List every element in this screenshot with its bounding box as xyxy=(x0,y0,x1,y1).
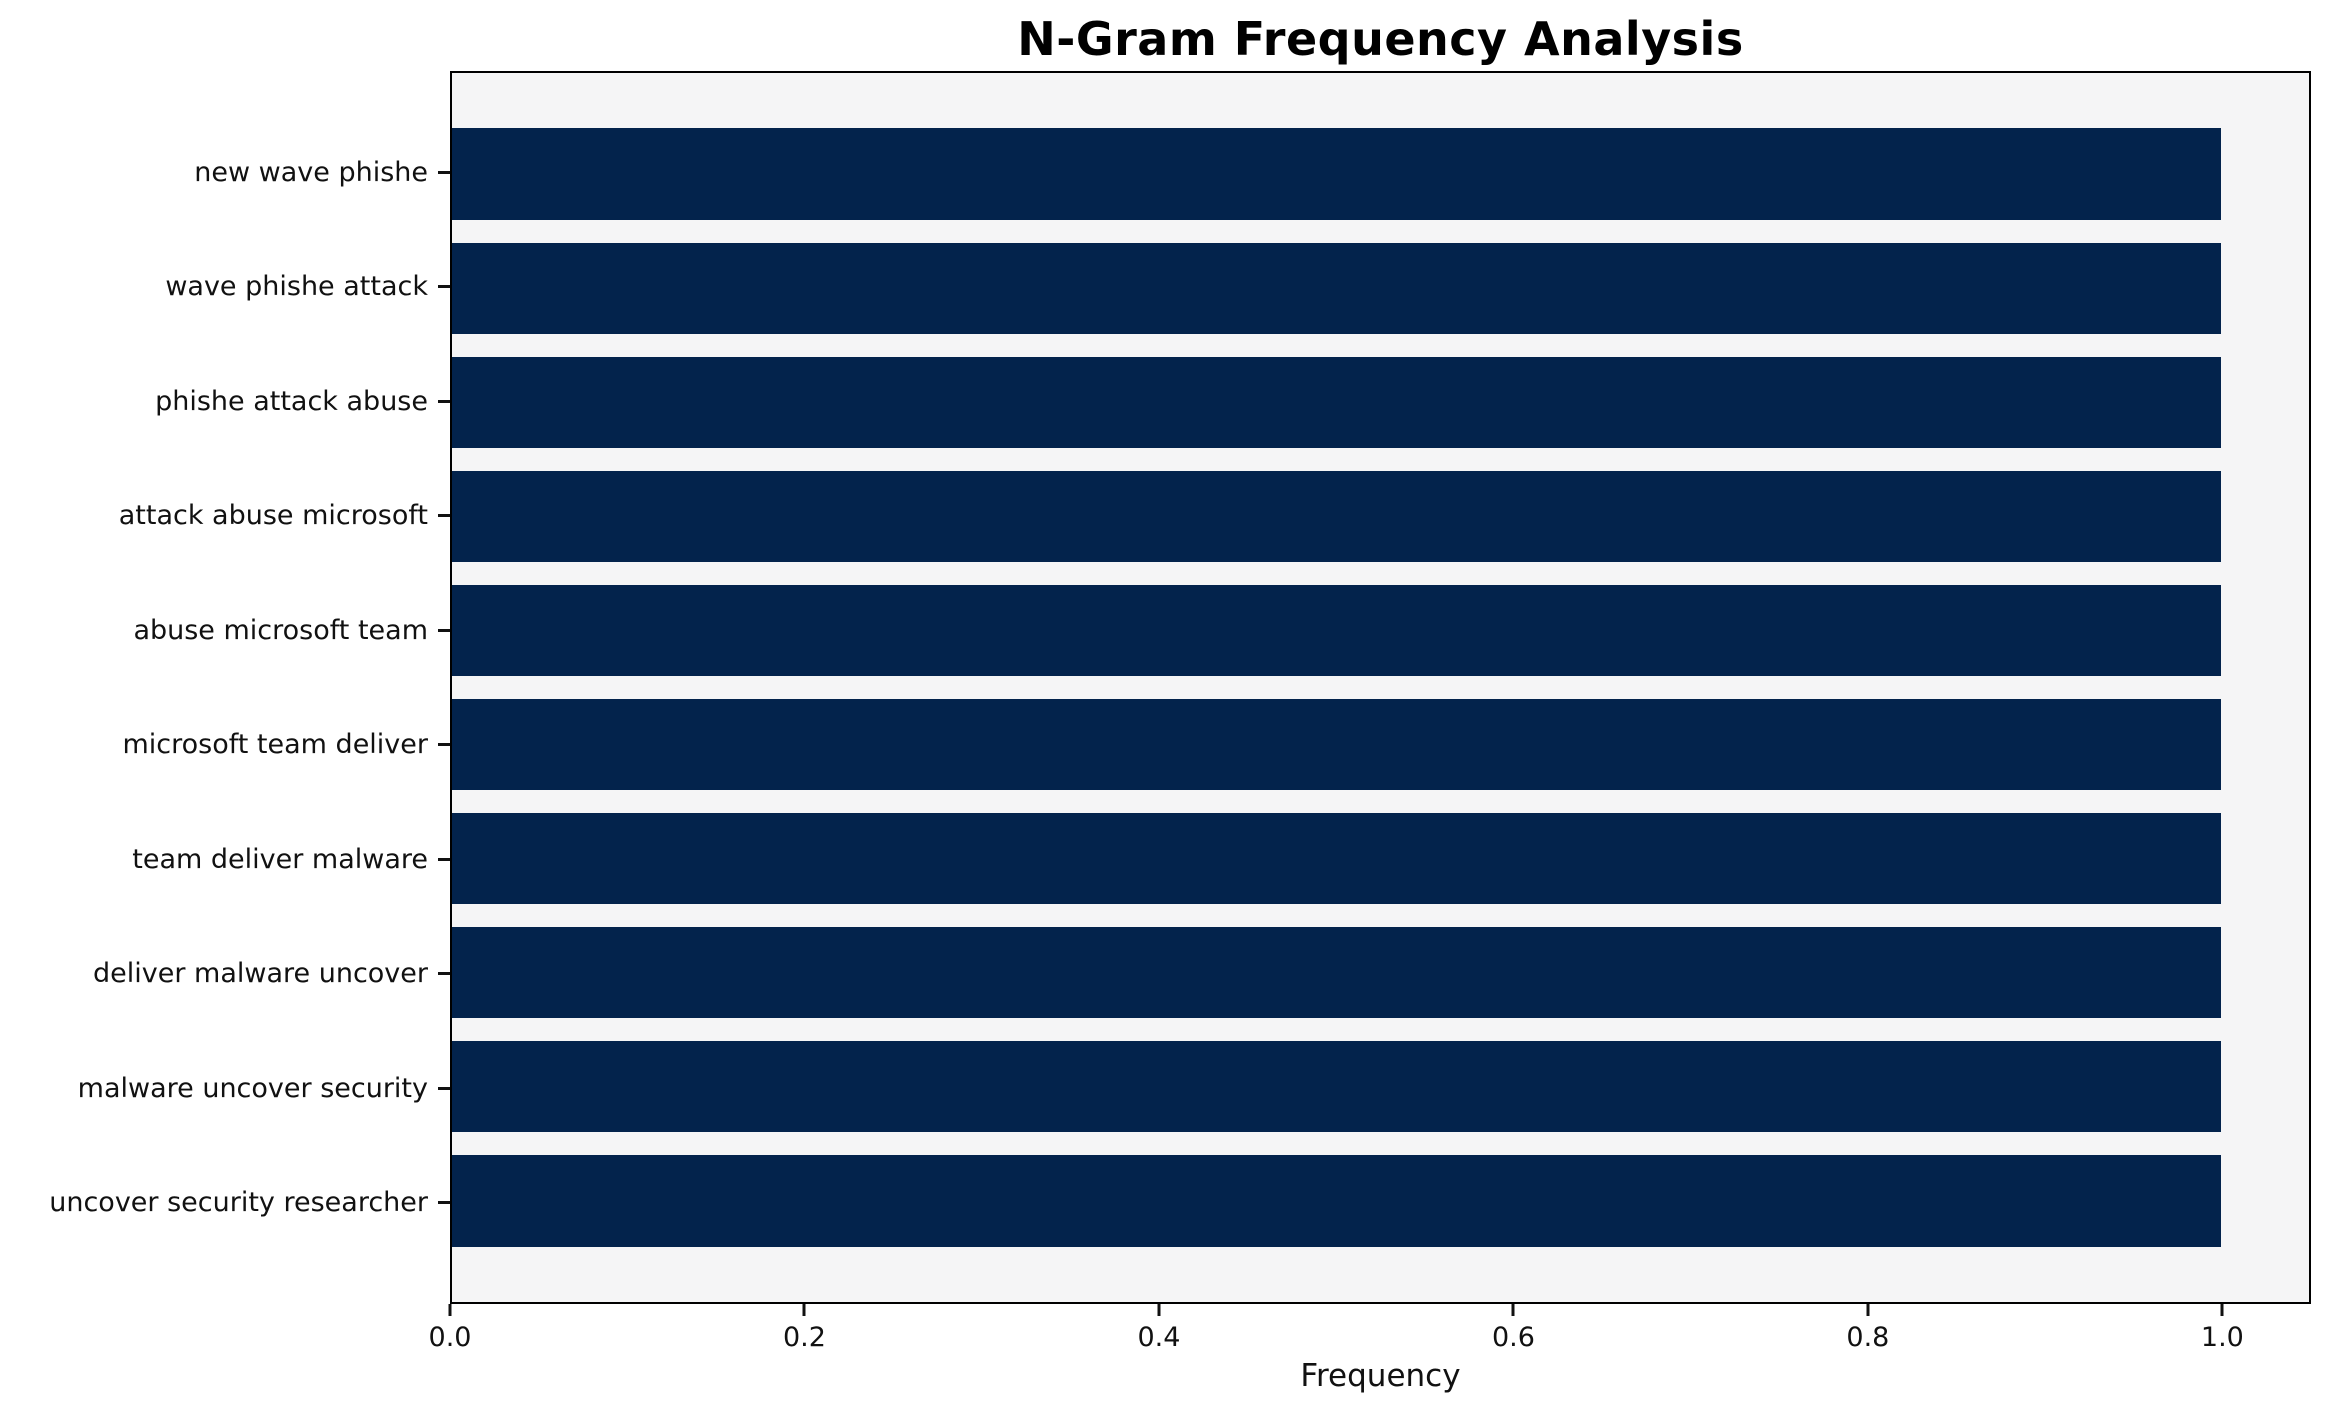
bar xyxy=(452,927,2221,1019)
bar xyxy=(452,128,2221,220)
y-axis-row: microsoft team deliver xyxy=(0,688,450,803)
y-tick xyxy=(438,285,450,289)
x-tick-label: 0.0 xyxy=(428,1322,472,1353)
x-tick xyxy=(802,1304,806,1316)
bar xyxy=(452,356,2221,448)
bar xyxy=(452,470,2221,562)
y-axis-row: phishe attack abuse xyxy=(0,344,450,459)
bar-row xyxy=(452,916,2309,1030)
x-tick-label: 0.8 xyxy=(1846,1322,1890,1353)
bar-row xyxy=(452,117,2309,231)
x-tick-label: 0.6 xyxy=(1491,1322,1535,1353)
x-tick xyxy=(2220,1304,2224,1316)
x-tick-label: 0.2 xyxy=(782,1322,826,1353)
bar xyxy=(452,1155,2221,1247)
bar-row xyxy=(452,802,2309,916)
y-axis: new wave phishe wave phishe attack phish… xyxy=(0,71,450,1304)
bar-row xyxy=(452,687,2309,801)
y-axis-row: abuse microsoft team xyxy=(0,573,450,688)
y-axis-label: uncover security researcher xyxy=(49,1187,428,1219)
y-axis-row: deliver malware uncover xyxy=(0,917,450,1032)
bars-container xyxy=(452,73,2309,1302)
y-axis-label: new wave phishe xyxy=(194,156,428,188)
bar xyxy=(452,242,2221,334)
y-axis-label: phishe attack abuse xyxy=(155,385,428,417)
y-axis-row: attack abuse microsoft xyxy=(0,459,450,574)
y-axis-label: abuse microsoft team xyxy=(133,614,428,646)
x-tick xyxy=(1157,1304,1161,1316)
y-tick xyxy=(438,628,450,632)
y-tick xyxy=(438,514,450,518)
y-axis-row: uncover security researcher xyxy=(0,1146,450,1261)
bar-row xyxy=(452,573,2309,687)
y-axis-row: team deliver malware xyxy=(0,802,450,917)
y-tick xyxy=(438,399,450,403)
x-axis: 0.0 0.2 0.4 0.6 0.8 1.0 xyxy=(429,1304,2311,1414)
plot-area xyxy=(450,71,2311,1304)
y-axis-row: malware uncover security xyxy=(0,1031,450,1146)
bar xyxy=(452,812,2221,905)
x-tick-label: 0.4 xyxy=(1137,1322,1181,1353)
y-tick xyxy=(438,972,450,976)
x-axis-title: Frequency xyxy=(1300,1358,1461,1394)
x-tick-label: 1.0 xyxy=(2200,1322,2244,1353)
bar-row xyxy=(452,1144,2309,1258)
bar-row xyxy=(452,459,2309,573)
y-tick xyxy=(438,743,450,747)
y-axis-row: wave phishe attack xyxy=(0,230,450,345)
bar-row xyxy=(452,1030,2309,1144)
y-axis-label: team deliver malware xyxy=(132,843,428,875)
y-axis-label: microsoft team deliver xyxy=(122,729,428,761)
y-axis-label: malware uncover security xyxy=(77,1072,428,1104)
bar xyxy=(452,698,2221,791)
y-tick xyxy=(438,857,450,861)
y-tick xyxy=(438,170,450,174)
y-tick xyxy=(438,1201,450,1205)
x-tick xyxy=(1511,1304,1515,1316)
bar xyxy=(452,584,2221,677)
x-tick xyxy=(1866,1304,1870,1316)
y-axis-label: wave phishe attack xyxy=(165,271,428,303)
chart-title: N-Gram Frequency Analysis xyxy=(1017,12,1744,66)
bar-row xyxy=(452,231,2309,345)
bar xyxy=(452,1041,2221,1133)
y-tick xyxy=(438,1086,450,1090)
bar-row xyxy=(452,345,2309,459)
y-axis-label: deliver malware uncover xyxy=(93,958,428,990)
y-axis-row: new wave phishe xyxy=(0,115,450,230)
y-axis-label: attack abuse microsoft xyxy=(118,500,428,532)
x-tick xyxy=(448,1304,452,1316)
